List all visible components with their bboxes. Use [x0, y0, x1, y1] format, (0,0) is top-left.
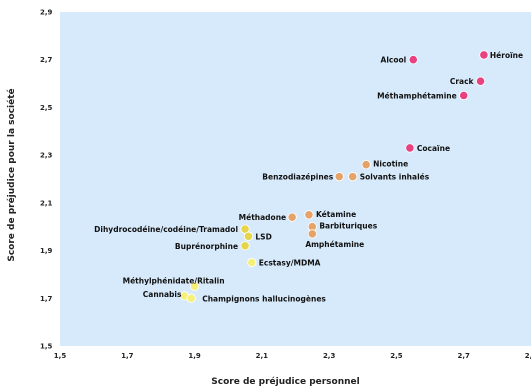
y-axis-ticks: 1,5 1,7 1,9 2,1 2,3 2,5 2,7 2,9 — [40, 9, 53, 351]
point-cocaine — [405, 143, 415, 153]
data-labels: Héroïne Alcool Crack Méthamphétamine Cocaïne… — [94, 51, 523, 303]
point-ecstasy-mdma — [247, 257, 257, 268]
point-solvants-inhales — [348, 172, 358, 182]
x-tick-label: 2,1 — [256, 352, 269, 360]
y-tick-label: 2,3 — [40, 152, 53, 160]
point-heroine — [479, 50, 489, 60]
y-tick-label: 1,9 — [40, 247, 53, 255]
x-tick-label: 2,3 — [323, 352, 336, 360]
label-amphetamine: Amphétamine — [305, 240, 364, 249]
y-axis-title: Score de préjudice pour la société — [6, 88, 17, 261]
y-tick-label: 2,7 — [40, 56, 53, 64]
label-crack: Crack — [450, 77, 475, 86]
x-tick-label: 2,7 — [458, 352, 471, 360]
label-methadone: Méthadone — [239, 213, 286, 222]
label-barbituriques: Barbituriques — [319, 222, 377, 231]
label-ecstasy-mdma: Ecstasy/MDMA — [259, 259, 321, 268]
point-alcool — [408, 55, 418, 65]
label-nicotine: Nicotine — [373, 160, 408, 169]
point-ketamine — [304, 210, 314, 220]
label-methylphenidate-ritalin: Méthylphénidate/Ritalin — [123, 276, 225, 285]
point-buprenorphine — [240, 241, 250, 251]
label-cocaine: Cocaïne — [417, 144, 450, 153]
point-methylphenidate-ritalin — [189, 281, 200, 291]
label-lsd: LSD — [255, 232, 271, 241]
x-tick-label: 1,7 — [121, 352, 134, 360]
label-solvants-inhales: Solvants inhalés — [360, 173, 430, 182]
label-heroine: Héroïne — [490, 51, 523, 60]
point-champignons-hallucinogenes — [186, 293, 196, 303]
y-tick-label: 1,7 — [40, 295, 53, 303]
x-tick-label: 1,9 — [188, 352, 201, 360]
point-methamphetamine — [459, 90, 469, 101]
y-tick-label: 1,5 — [40, 343, 53, 351]
point-nicotine — [361, 160, 371, 170]
data-points — [179, 50, 489, 303]
x-axis-title: Score de préjudice personnel — [211, 376, 359, 387]
y-tick-label: 2,9 — [40, 9, 53, 17]
point-lsd — [243, 231, 253, 241]
label-benzodiazepines: Benzodiazépines — [262, 173, 333, 182]
y-tick-label: 2,1 — [40, 199, 53, 207]
label-champignons-hallucinogenes: Champignons hallucinogènes — [202, 294, 326, 303]
label-buprenorphine: Buprénorphine — [175, 242, 238, 251]
point-benzodiazepines — [334, 172, 344, 182]
x-tick-label: 2,9 — [525, 352, 531, 360]
label-alcool: Alcool — [381, 56, 407, 65]
point-crack — [475, 76, 486, 86]
x-tick-label: 1,5 — [54, 352, 67, 360]
x-axis-ticks: 1,5 1,7 1,9 2,1 2,3 2,5 2,7 2,9 — [54, 352, 531, 360]
label-methamphetamine: Méthamphétamine — [377, 92, 457, 101]
x-tick-label: 2,5 — [390, 352, 403, 360]
point-amphetamine — [307, 229, 317, 239]
label-dihydrocodeine-codeine-tramadol: Dihydrocodéine/codéine/Tramadol — [94, 225, 238, 234]
plot-area — [60, 12, 531, 346]
point-methadone — [287, 212, 297, 222]
label-ketamine: Kétamine — [316, 210, 356, 219]
label-cannabis: Cannabis — [143, 290, 182, 299]
y-tick-label: 2,5 — [40, 104, 53, 112]
